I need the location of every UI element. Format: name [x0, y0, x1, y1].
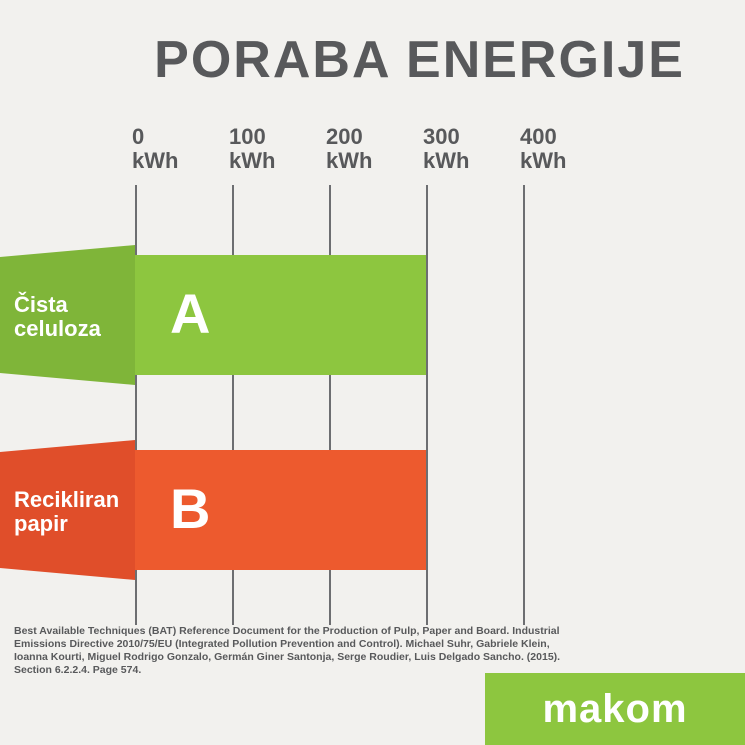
bar-label: Čistaceluloza — [14, 293, 101, 341]
citation-text: Best Available Techniques (BAT) Referenc… — [14, 625, 584, 678]
brand-footer: makom — [485, 673, 745, 745]
axis-tick-label: 200kWh — [326, 125, 372, 173]
bar-letter: B — [170, 476, 210, 541]
bar-label: Recikliranpapir — [14, 488, 119, 536]
axis-tick-label: 400kWh — [520, 125, 566, 173]
page-title: PORABA ENERGIJE — [154, 30, 685, 90]
bar-letter: A — [170, 281, 210, 346]
axis-tick-label: 0kWh — [132, 125, 178, 173]
gridline — [523, 185, 525, 625]
axis-tick-label: 300kWh — [423, 125, 469, 173]
brand-name: makom — [542, 687, 687, 732]
axis-tick-label: 100kWh — [229, 125, 275, 173]
gridline — [426, 185, 428, 625]
